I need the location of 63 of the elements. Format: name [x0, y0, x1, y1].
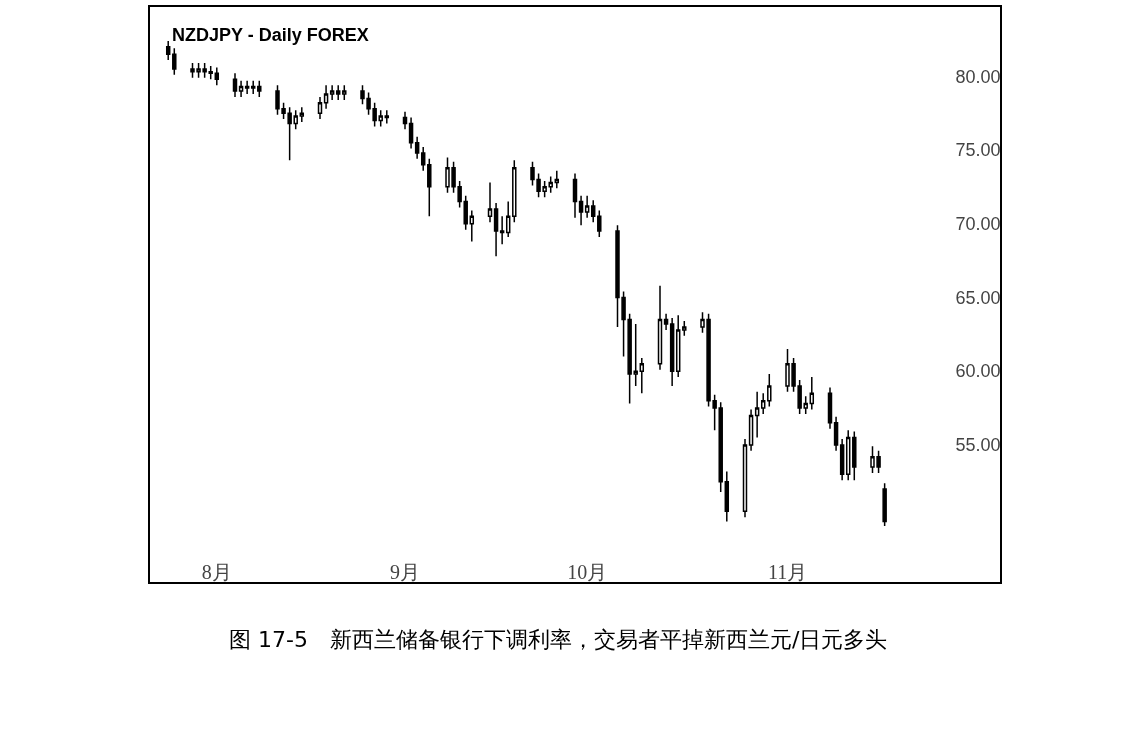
candlestick — [669, 317, 675, 387]
text: NZDJPY - Daily FOREX — [172, 25, 369, 46]
candlestick — [214, 66, 220, 86]
candlestick — [505, 200, 511, 238]
candlestick — [250, 79, 256, 95]
candlestick — [663, 312, 669, 331]
candlestick — [590, 199, 596, 224]
candlestick — [578, 194, 584, 226]
x-tick-label: 8月 — [201, 561, 232, 583]
candlestick — [238, 79, 244, 98]
candlestick — [554, 169, 560, 190]
x-tick-label: 9月 — [390, 561, 420, 583]
candlestick — [809, 376, 815, 411]
candlestick — [675, 314, 681, 378]
candlestick — [408, 116, 414, 150]
candlestick — [323, 84, 329, 110]
candlestick — [572, 172, 578, 219]
candlestick — [402, 110, 408, 131]
candlestick — [657, 284, 663, 371]
candlestick — [335, 84, 341, 101]
candlestick — [342, 84, 347, 101]
candlestick — [597, 209, 602, 238]
candlestick — [165, 40, 171, 61]
candlestick — [317, 96, 323, 120]
candlestick — [487, 181, 493, 224]
candlestick — [839, 438, 845, 482]
candlestick — [414, 135, 420, 160]
x-tick-label: 10月 — [567, 561, 608, 583]
candlestick — [469, 209, 475, 243]
candlestick — [852, 430, 857, 482]
candlestick — [584, 194, 590, 219]
candlestick — [748, 408, 754, 452]
candlestick — [420, 146, 426, 172]
candlestick — [724, 470, 730, 523]
candlestick — [827, 386, 833, 430]
candlestick — [833, 416, 839, 452]
candlestick — [499, 215, 505, 246]
candlestick — [257, 79, 262, 98]
y-tick-label: 60.00 — [955, 361, 1001, 382]
candlestick — [329, 84, 335, 101]
candlestick — [742, 438, 748, 518]
candlestick — [767, 373, 772, 408]
candlestick — [682, 320, 687, 337]
candlestick — [172, 47, 177, 76]
candlestick — [384, 109, 390, 125]
y-tick-label: 55.00 — [955, 435, 1001, 456]
candlestick — [244, 79, 250, 95]
candlestick — [427, 158, 432, 218]
candlestick — [639, 357, 645, 395]
y-tick-label: 75.00 — [955, 140, 1001, 161]
candlestick — [512, 159, 517, 224]
y-tick-label: 80.00 — [955, 66, 1001, 87]
x-tick-label: 11月 — [767, 561, 808, 583]
caption: 图 17-5 新西兰储备银行下调利率，交易者平掉新西兰元/日元多头 — [229, 627, 888, 652]
candlestick — [493, 202, 499, 257]
candlestick — [882, 482, 887, 527]
y-tick-label: 70.00 — [955, 214, 1001, 235]
candlestick — [760, 392, 766, 415]
candlestick — [845, 429, 851, 482]
candlestick — [299, 106, 305, 123]
candlestick — [232, 72, 238, 98]
candlestick — [754, 391, 760, 439]
y-tick-label: 65.00 — [955, 287, 1001, 308]
